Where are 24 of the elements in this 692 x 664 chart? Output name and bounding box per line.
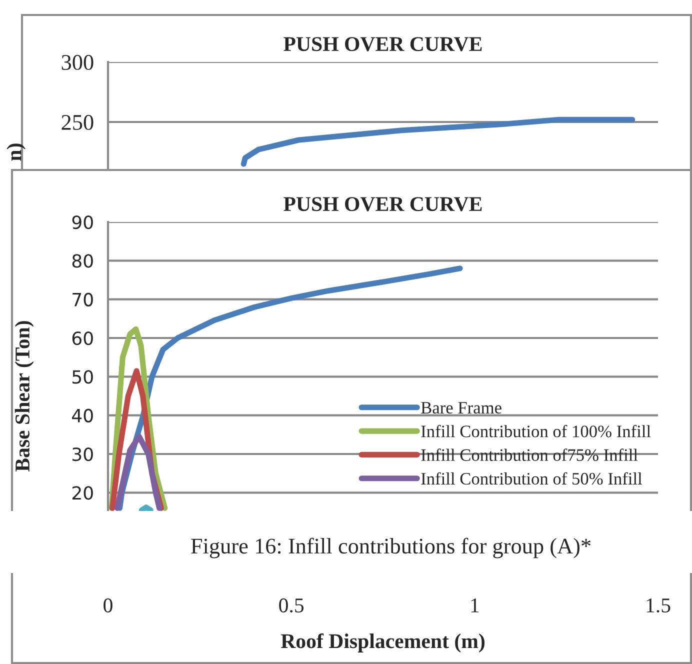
y-tick-label: 80 xyxy=(72,254,93,268)
x-axis-title: Roof Displacement (m) xyxy=(280,633,484,652)
y-tick-label: 20 xyxy=(72,486,93,500)
y-tick-label: 50 xyxy=(72,370,93,384)
x-tick-label: 1.5 xyxy=(646,598,670,613)
y-tick-label: 90 xyxy=(72,215,93,230)
legend-label: Infill Contribution of 100% Infill xyxy=(421,424,651,438)
y-tick-label: 70 xyxy=(72,292,93,306)
annotation: Figure 16: Infill contributions for group (A)* xyxy=(191,538,591,558)
y-tick-label: 300 xyxy=(62,54,94,70)
legend-label: Bare Frame xyxy=(421,402,502,414)
y-tick-label: 40 xyxy=(72,408,93,422)
x-tick-label: 0.5 xyxy=(279,598,304,613)
y-tick-label: 30 xyxy=(72,447,93,462)
y-axis-title: n) xyxy=(6,144,26,161)
y-tick-label: 250 xyxy=(62,114,94,130)
chart-title: PUSH OVER CURVE xyxy=(284,37,482,52)
legend-label: Infill Contribution of75% Infill xyxy=(421,448,638,462)
y-axis-title: Base Shear (Ton) xyxy=(14,321,34,472)
y-tick-label: 60 xyxy=(72,331,93,346)
x-tick-label: 0 xyxy=(104,598,112,612)
legend-label: Infill Contribution of 50% Infill xyxy=(421,472,642,485)
x-tick-label: 1 xyxy=(471,598,479,612)
chart-title: PUSH OVER CURVE xyxy=(284,197,482,212)
